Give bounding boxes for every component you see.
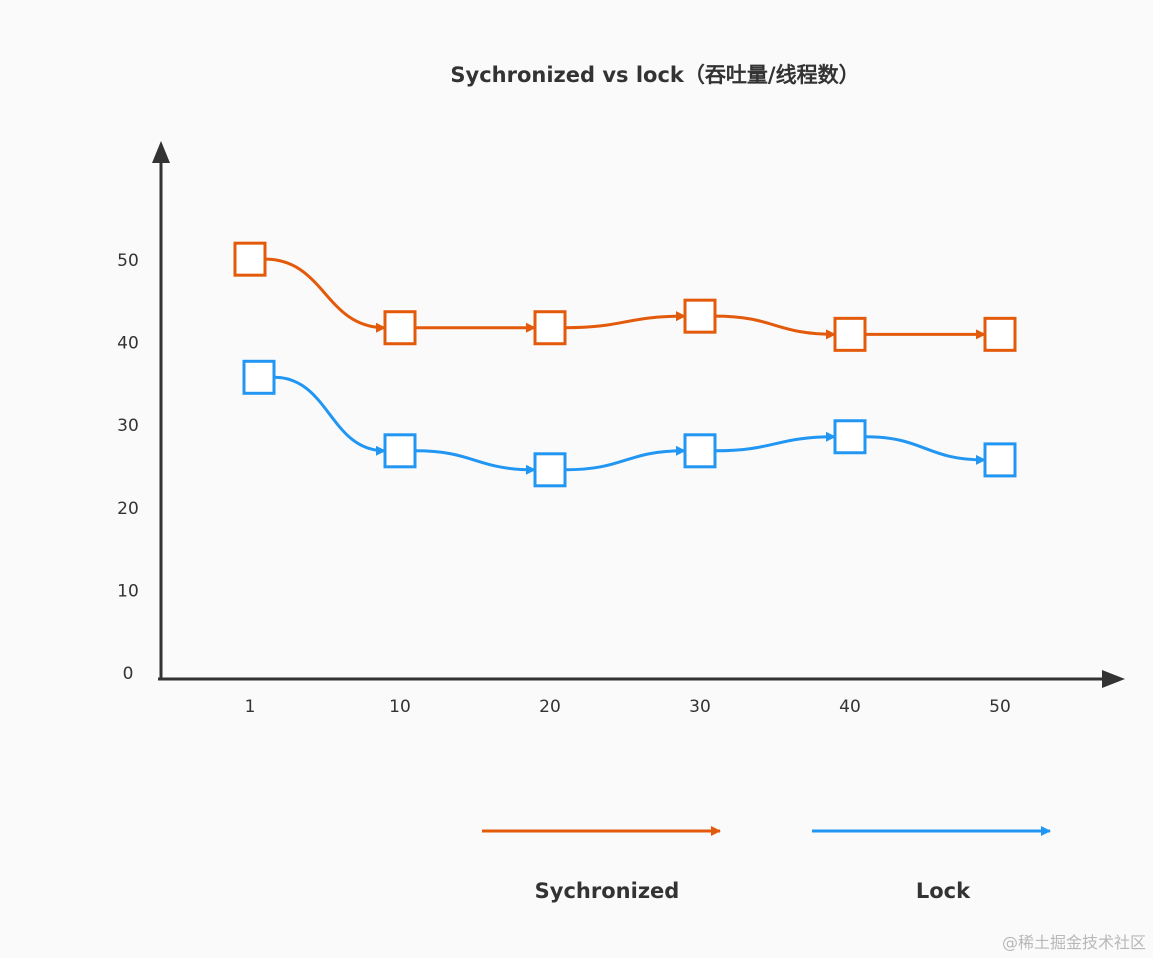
y-tick-label: 0	[123, 664, 134, 684]
data-point-marker	[683, 433, 717, 469]
series-sychronized	[233, 241, 1017, 352]
y-tick-label: 40	[117, 334, 139, 354]
series-line-segment	[714, 314, 836, 340]
series-line-segment	[864, 435, 986, 465]
data-point-marker	[833, 316, 867, 352]
legend-label-sychronized: Sychronized	[535, 879, 680, 903]
y-tick-label: 50	[117, 251, 139, 271]
chart-title: Sychronized vs lock（吞吐量/线程数）	[450, 63, 859, 87]
data-point-marker	[233, 241, 267, 277]
legend-label-lock: Lock	[916, 879, 971, 903]
data-point-marker	[383, 433, 417, 469]
y-tick-label: 30	[117, 416, 139, 436]
x-tick-label: 20	[539, 697, 561, 717]
data-point-marker	[383, 310, 417, 346]
series-line-segment	[414, 449, 536, 475]
data-point-marker	[533, 452, 567, 488]
x-axis-arrow	[1102, 670, 1125, 688]
data-point-marker	[983, 316, 1017, 352]
y-tick-label: 10	[117, 581, 139, 601]
x-tick-label: 10	[389, 697, 411, 717]
series-line-segment	[273, 375, 386, 456]
series-lock	[242, 359, 1017, 488]
data-point-marker	[242, 359, 276, 395]
x-tick-label: 50	[989, 697, 1011, 717]
x-tick-label: 40	[839, 697, 861, 717]
data-point-marker	[683, 298, 717, 334]
watermark: @稀土掘金技术社区	[1002, 933, 1146, 952]
series-line-segment	[264, 257, 386, 333]
y-tick-label: 20	[117, 499, 139, 519]
series-line-segment	[564, 445, 686, 472]
series-line-segment	[564, 311, 686, 330]
data-point-marker	[983, 442, 1017, 478]
data-point-marker	[533, 310, 567, 346]
x-tick-label: 1	[245, 697, 256, 717]
series-line-segment	[714, 431, 836, 453]
y-axis-arrow	[152, 141, 170, 163]
x-tick-label: 30	[689, 697, 711, 717]
data-point-marker	[833, 419, 867, 455]
